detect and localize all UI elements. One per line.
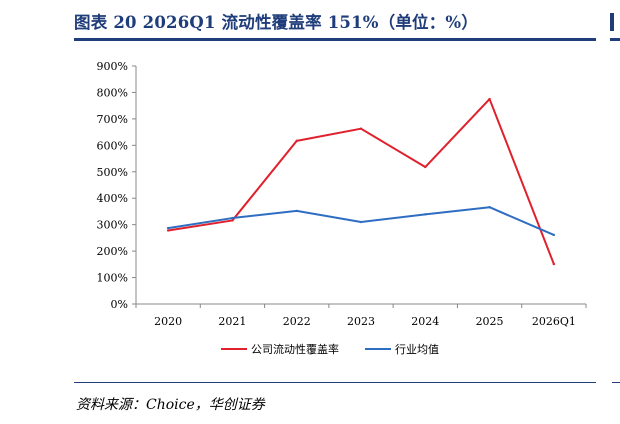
series-line-1	[167, 98, 555, 265]
x-tick-label: 2023	[347, 315, 375, 328]
adjacent-figure-title-bar	[610, 6, 620, 41]
series-1-point	[488, 97, 491, 101]
footer-divider	[74, 382, 596, 383]
series-2-point	[231, 216, 234, 220]
x-tick-label: 2026Q1	[532, 315, 576, 328]
series-1-point	[295, 139, 298, 143]
series-2-point	[488, 206, 491, 209]
y-tick-label: 100%	[97, 272, 128, 285]
x-tick-label: 2022	[283, 315, 311, 328]
y-tick-label: 400%	[97, 192, 128, 205]
y-tick-label: 500%	[97, 166, 128, 179]
figure-title: 图表 20 2026Q1 流动性覆盖率 151%（单位：%）	[74, 13, 479, 32]
x-tick-label: 2025	[476, 315, 504, 328]
series-1-point	[424, 165, 427, 169]
source-note: 资料来源：Choice，华创证券	[76, 397, 265, 413]
series-1-point	[231, 219, 234, 222]
y-tick-label: 300%	[97, 219, 128, 232]
y-tick-label: 700%	[97, 113, 128, 126]
series-2-point	[359, 220, 363, 224]
figure-title-bar: 图表 20 2026Q1 流动性覆盖率 151%（单位：%）	[74, 6, 596, 41]
y-tick-label: 200%	[97, 245, 128, 258]
series-1-point	[359, 127, 363, 130]
adjacent-footer-divider	[612, 382, 620, 383]
x-tick-label: 2024	[411, 315, 439, 328]
series-2-point	[552, 233, 556, 237]
series-2-point	[166, 226, 170, 230]
y-tick-label: 900%	[97, 60, 128, 73]
x-tick-label: 2020	[154, 315, 182, 328]
series-2-point	[295, 209, 298, 213]
series-1-point	[166, 229, 170, 232]
x-tick-label: 2021	[218, 315, 246, 328]
y-tick-label: 800%	[97, 86, 128, 99]
adjacent-figure-marker	[610, 13, 614, 31]
series-2-point	[424, 213, 427, 216]
y-tick-label: 600%	[97, 139, 128, 152]
y-tick-label: 0%	[111, 298, 128, 311]
series-1-point	[552, 262, 556, 266]
legend-label-1: 公司流动性覆盖率	[251, 342, 339, 356]
legend-label-2: 行业均值	[395, 343, 439, 356]
